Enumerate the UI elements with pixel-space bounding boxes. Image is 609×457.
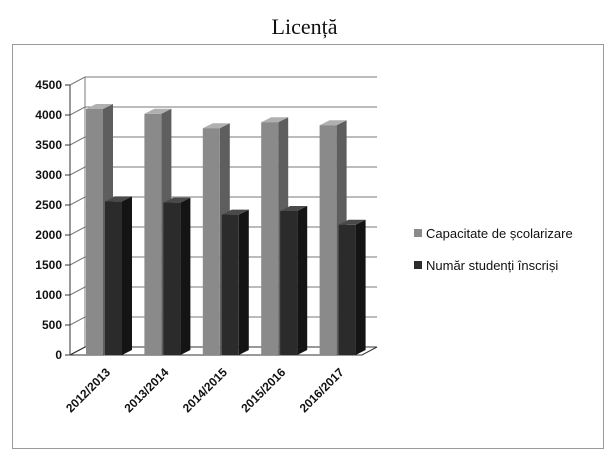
- bar: [86, 109, 103, 355]
- y-tick-label: 4000: [35, 108, 62, 122]
- bar: [221, 214, 239, 355]
- y-tick-label: 500: [42, 318, 62, 332]
- gridline-side: [69, 106, 86, 116]
- bar: [105, 201, 122, 355]
- bar: [163, 202, 181, 355]
- x-tick-label: 2014/2015: [180, 365, 230, 415]
- bar: [319, 125, 337, 355]
- bar-top: [338, 219, 366, 225]
- x-tick-label: 2015/2016: [238, 365, 288, 415]
- bar: [144, 113, 162, 355]
- legend-swatch: [414, 229, 422, 237]
- y-tick-label: 2500: [35, 198, 62, 212]
- bar-top: [105, 196, 132, 202]
- bar: [261, 122, 279, 355]
- chart-frame: [12, 44, 604, 449]
- gridline-side: [69, 256, 86, 266]
- y-tick-label: 0: [55, 348, 62, 362]
- bar-top: [261, 117, 289, 123]
- x-tick-label: 2012/2013: [63, 365, 113, 415]
- bar: [338, 224, 356, 355]
- y-tick-label: 4500: [35, 78, 62, 92]
- bar-side: [355, 219, 366, 355]
- y-tick-label: 3500: [35, 138, 62, 152]
- bar-side: [238, 209, 249, 355]
- bar-top: [221, 209, 249, 215]
- gridline-side: [69, 136, 86, 146]
- legend-label: Capacitate de școlarizare: [426, 226, 573, 241]
- x-tick-label: 2016/2017: [297, 365, 347, 415]
- bar-top: [144, 108, 172, 114]
- x-tick-label: 2013/2014: [122, 365, 172, 415]
- legend-swatch: [414, 261, 422, 269]
- gridline-side: [69, 76, 86, 86]
- y-tick-label: 2000: [35, 228, 62, 242]
- bar-side: [297, 206, 308, 355]
- bar-top: [163, 197, 191, 203]
- y-tick-label: 1000: [35, 288, 62, 302]
- gridline-side: [69, 196, 86, 206]
- bar-top: [319, 120, 347, 126]
- gridline-side: [69, 226, 86, 236]
- bar-top: [280, 206, 308, 211]
- bar-top: [86, 104, 113, 109]
- bar: [202, 128, 220, 355]
- gridline-side: [69, 166, 86, 176]
- bar: [280, 211, 298, 355]
- y-tick-label: 1500: [35, 258, 62, 272]
- bar-side: [180, 197, 191, 355]
- bar-side: [122, 196, 132, 355]
- bar-top: [202, 123, 230, 129]
- gridline-side: [69, 286, 86, 296]
- legend-label: Număr studenți înscriși: [426, 258, 558, 273]
- y-tick-label: 3000: [35, 168, 62, 182]
- gridline-side: [69, 316, 86, 326]
- chart-title: Licență: [271, 14, 338, 39]
